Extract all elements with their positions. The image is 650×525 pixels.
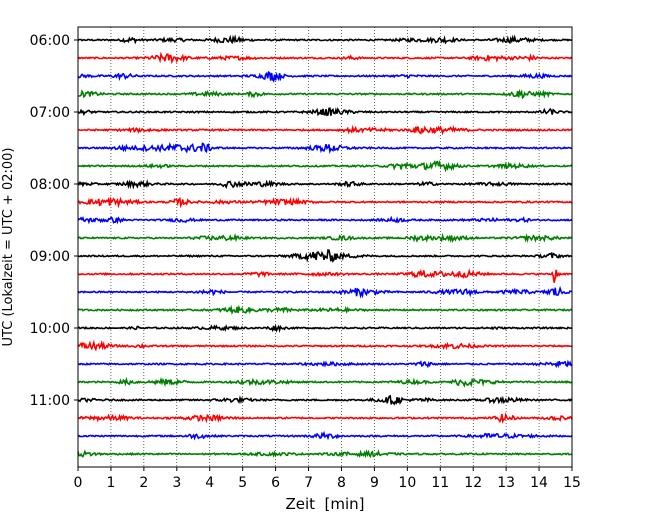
x-axis-label: Zeit [min]	[285, 495, 364, 513]
trace-line	[77, 449, 572, 459]
plot-frame	[77, 26, 573, 468]
y-tick-label: 11:00	[30, 393, 70, 409]
x-tick-label: 3	[172, 475, 181, 491]
y-tick-label: 07:00	[30, 105, 70, 121]
trace-line	[77, 249, 573, 263]
trace-line	[77, 141, 573, 155]
trace-line	[77, 323, 573, 334]
x-tick-label: 11	[431, 475, 449, 491]
trace-line	[77, 359, 573, 369]
vertical-grid	[110, 27, 540, 467]
trace-line	[77, 285, 572, 299]
x-tick-label: 9	[370, 475, 379, 491]
x-tick-label: 10	[398, 475, 416, 491]
x-tick-label: 13	[497, 475, 515, 491]
trace-line	[77, 106, 573, 117]
trace-line	[77, 70, 573, 83]
trace-line	[77, 304, 573, 316]
x-tick-label: 2	[139, 475, 148, 491]
trace-line	[77, 88, 573, 100]
y-tick-label: 06:00	[30, 33, 70, 49]
y-tick-label: 08:00	[30, 177, 70, 193]
x-tick-label: 1	[106, 475, 115, 491]
x-tick-label: 12	[464, 475, 482, 491]
y-axis-label: UTC (Lokalzeit = UTC + 02:00)	[1, 148, 16, 347]
trace-line	[78, 268, 573, 283]
trace-line	[77, 232, 573, 244]
trace-line	[77, 196, 573, 209]
trace-line	[77, 339, 572, 352]
y-tick-label: 10:00	[30, 321, 70, 337]
trace-line	[77, 159, 573, 173]
x-tick-label: 5	[238, 475, 247, 491]
y-tick-label: 09:00	[30, 249, 70, 265]
trace-line	[77, 394, 573, 406]
x-tick-label: 8	[337, 475, 346, 491]
x-tick-label: 15	[563, 475, 581, 491]
x-tick-label: 4	[205, 475, 214, 491]
y-axis-ticks: 06:00 07:00 08:00 09:00 10:00 11:00	[30, 33, 78, 409]
trace-line	[77, 179, 573, 190]
trace-line	[78, 124, 573, 136]
x-tick-label: 7	[304, 475, 313, 491]
trace-line	[77, 376, 573, 388]
trace-group	[77, 34, 573, 459]
trace-line	[77, 430, 573, 441]
x-tick-label: 6	[271, 475, 280, 491]
x-tick-label: 14	[530, 475, 548, 491]
trace-line	[77, 34, 573, 45]
trace-line	[77, 215, 573, 225]
x-tick-label: 0	[74, 475, 83, 491]
x-axis-ticks: 0 1 2 3 4 5 6 7 8 9 10 11 12 13 14 15	[74, 467, 581, 491]
trace-line	[77, 51, 573, 65]
trace-line	[77, 412, 573, 424]
